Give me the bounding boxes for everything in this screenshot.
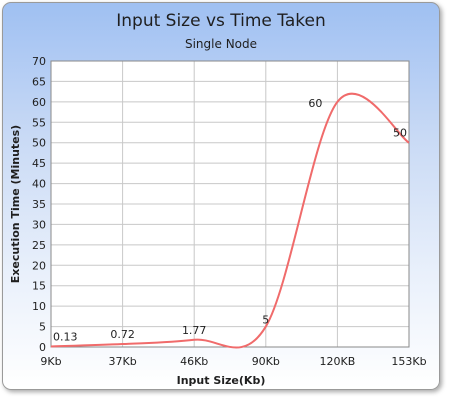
y-tick-label: 60	[32, 96, 46, 109]
x-tick-label: 90Kb	[252, 355, 280, 368]
x-tick-label: 37Kb	[108, 355, 136, 368]
y-tick-label: 0	[39, 341, 46, 354]
y-axis-title: Execution Time (Minutes)	[9, 125, 22, 283]
chart-title: Input Size vs Time Taken	[116, 11, 326, 31]
data-label: 50	[393, 127, 407, 140]
y-axis-ticks: 0 5 10 15 20 25 30 35 40 45 50 55 60 65 70	[32, 55, 46, 354]
y-tick-label: 30	[32, 218, 46, 231]
data-label: 1.77	[182, 324, 207, 337]
y-tick-label: 40	[32, 178, 46, 191]
y-tick-label: 5	[39, 321, 46, 334]
y-tick-label: 25	[32, 239, 46, 252]
chart-subtitle: Single Node	[185, 37, 257, 51]
x-tick-label: 9Kb	[40, 355, 61, 368]
x-axis-title: Input Size(Kb)	[177, 374, 266, 387]
data-label: 0.13	[53, 330, 78, 343]
y-tick-label: 10	[32, 300, 46, 313]
y-tick-label: 65	[32, 75, 46, 88]
x-axis-ticks: 9Kb 37Kb 46Kb 90Kb 120KB 153Kb	[40, 355, 426, 368]
y-tick-label: 35	[32, 198, 46, 211]
x-tick-label: 153Kb	[391, 355, 426, 368]
y-tick-label: 20	[32, 259, 46, 272]
x-tick-label: 120KB	[320, 355, 356, 368]
grid-layer	[50, 60, 410, 348]
y-tick-label: 50	[32, 137, 46, 150]
chart-card: Input Size vs Time Taken Single Node 0 5 1…	[2, 2, 440, 390]
data-labels: 0.13 0.72 1.77 5 60 50	[53, 97, 407, 344]
y-tick-label: 45	[32, 157, 46, 170]
data-label: 60	[308, 97, 322, 110]
data-label: 5	[262, 314, 269, 327]
y-tick-label: 70	[32, 55, 46, 68]
data-label: 0.72	[110, 328, 135, 341]
y-tick-label: 15	[32, 280, 46, 293]
series-line	[50, 92, 410, 349]
y-tick-label: 55	[32, 116, 46, 129]
line-chart: Input Size vs Time Taken Single Node 0 5 1…	[9, 11, 427, 387]
x-tick-label: 46Kb	[180, 355, 208, 368]
